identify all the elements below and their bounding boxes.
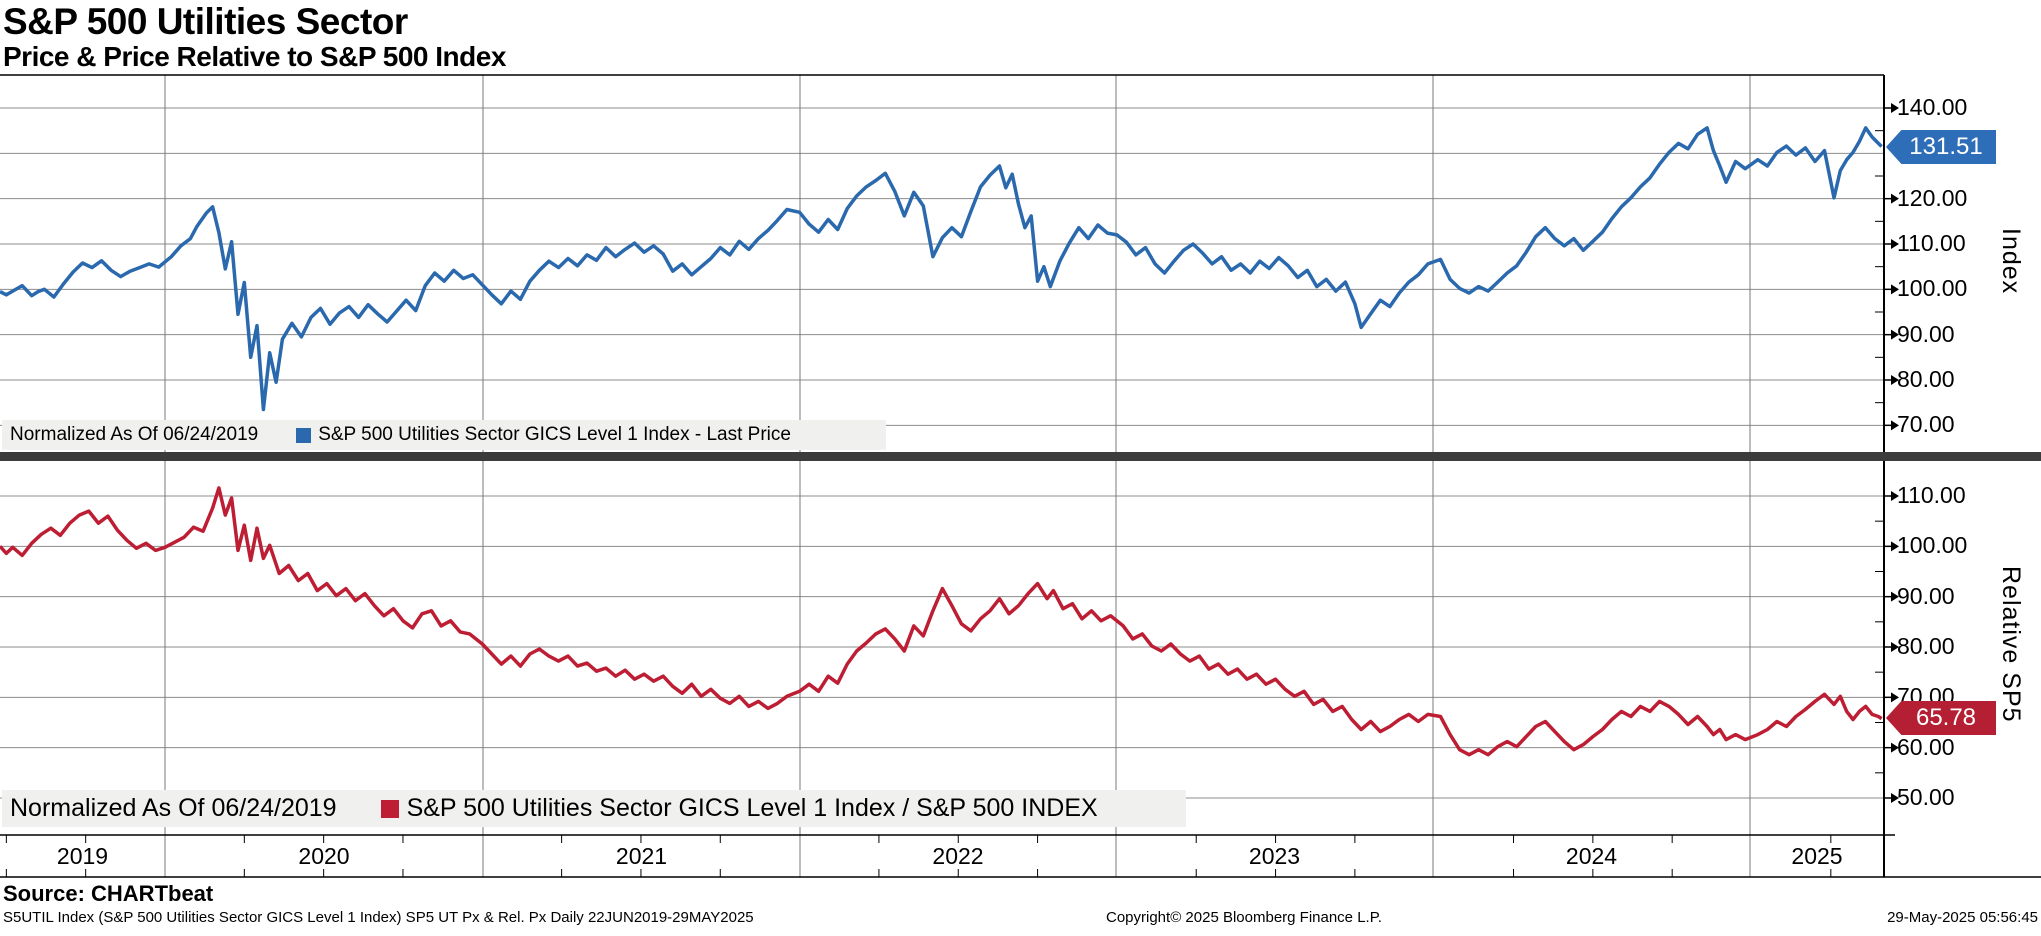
- series-label-index: S&P 500 Utilities Sector GICS Level 1 In…: [318, 424, 791, 445]
- y-tick-label: 90.00: [1897, 320, 1955, 347]
- x-axis-year-label: 2025: [1791, 843, 1843, 869]
- y-tick-label: 110.00: [1897, 482, 1966, 508]
- copyright-notice: Copyright© 2025 Bloomberg Finance L.P.: [1106, 909, 1382, 926]
- y-tick-label: 120.00: [1897, 184, 1968, 211]
- series-swatch-red-icon: [380, 799, 399, 818]
- legend-index-panel: Normalized As Of 06/24/2019 S&P 500 Util…: [2, 420, 886, 450]
- y-axis-title-index: Index: [1997, 228, 2025, 295]
- chart-description: S5UTIL Index (S&P 500 Utilities Sector G…: [3, 909, 754, 926]
- x-axis-year-label: 2021: [615, 843, 668, 869]
- y-tick-label: 70.00: [1897, 411, 1955, 438]
- x-axis-year-label: 2024: [1565, 843, 1618, 869]
- normalized-label: Normalized As Of 06/24/2019: [10, 794, 337, 822]
- y-tick-label: 110.00: [1897, 229, 1966, 256]
- page-title: S&P 500 Utilities Sector: [3, 1, 408, 42]
- y-tick-label: 50.00: [1897, 783, 1955, 810]
- source-label: Source: CHARTbeat: [3, 881, 214, 906]
- legend-relative-panel: Normalized As Of 06/24/2019 S&P 500 Util…: [2, 790, 1186, 827]
- y-tick-label: 100.00: [1897, 275, 1968, 302]
- y-tick-label: 80.00: [1897, 365, 1955, 392]
- x-axis-year-label: 2019: [56, 843, 109, 869]
- y-tick-label: 80.00: [1897, 632, 1955, 659]
- series-label-relative: S&P 500 Utilities Sector GICS Level 1 In…: [406, 794, 1098, 822]
- last-price-badge-index: 131.51: [1886, 130, 1996, 164]
- y-tick-label: 60.00: [1897, 733, 1955, 760]
- y-tick-label: 100.00: [1897, 532, 1968, 559]
- x-axis-year-label: 2023: [1248, 843, 1301, 869]
- y-axis-title-relative: Relative SP5: [1997, 566, 2025, 723]
- series-swatch-blue-icon: [296, 427, 312, 443]
- x-axis-year-label: 2020: [298, 843, 350, 869]
- y-tick-label: 140.00: [1897, 94, 1968, 120]
- normalized-label: Normalized As Of 06/24/2019: [10, 424, 259, 445]
- timestamp: 29-May-2025 05:56:45: [1887, 909, 2038, 926]
- x-axis-year-label: 2022: [932, 843, 984, 869]
- page-subtitle: Price & Price Relative to S&P 500 Index: [3, 41, 506, 72]
- y-tick-label: 90.00: [1897, 582, 1955, 609]
- last-price-badge-relative: 65.78: [1886, 701, 1996, 735]
